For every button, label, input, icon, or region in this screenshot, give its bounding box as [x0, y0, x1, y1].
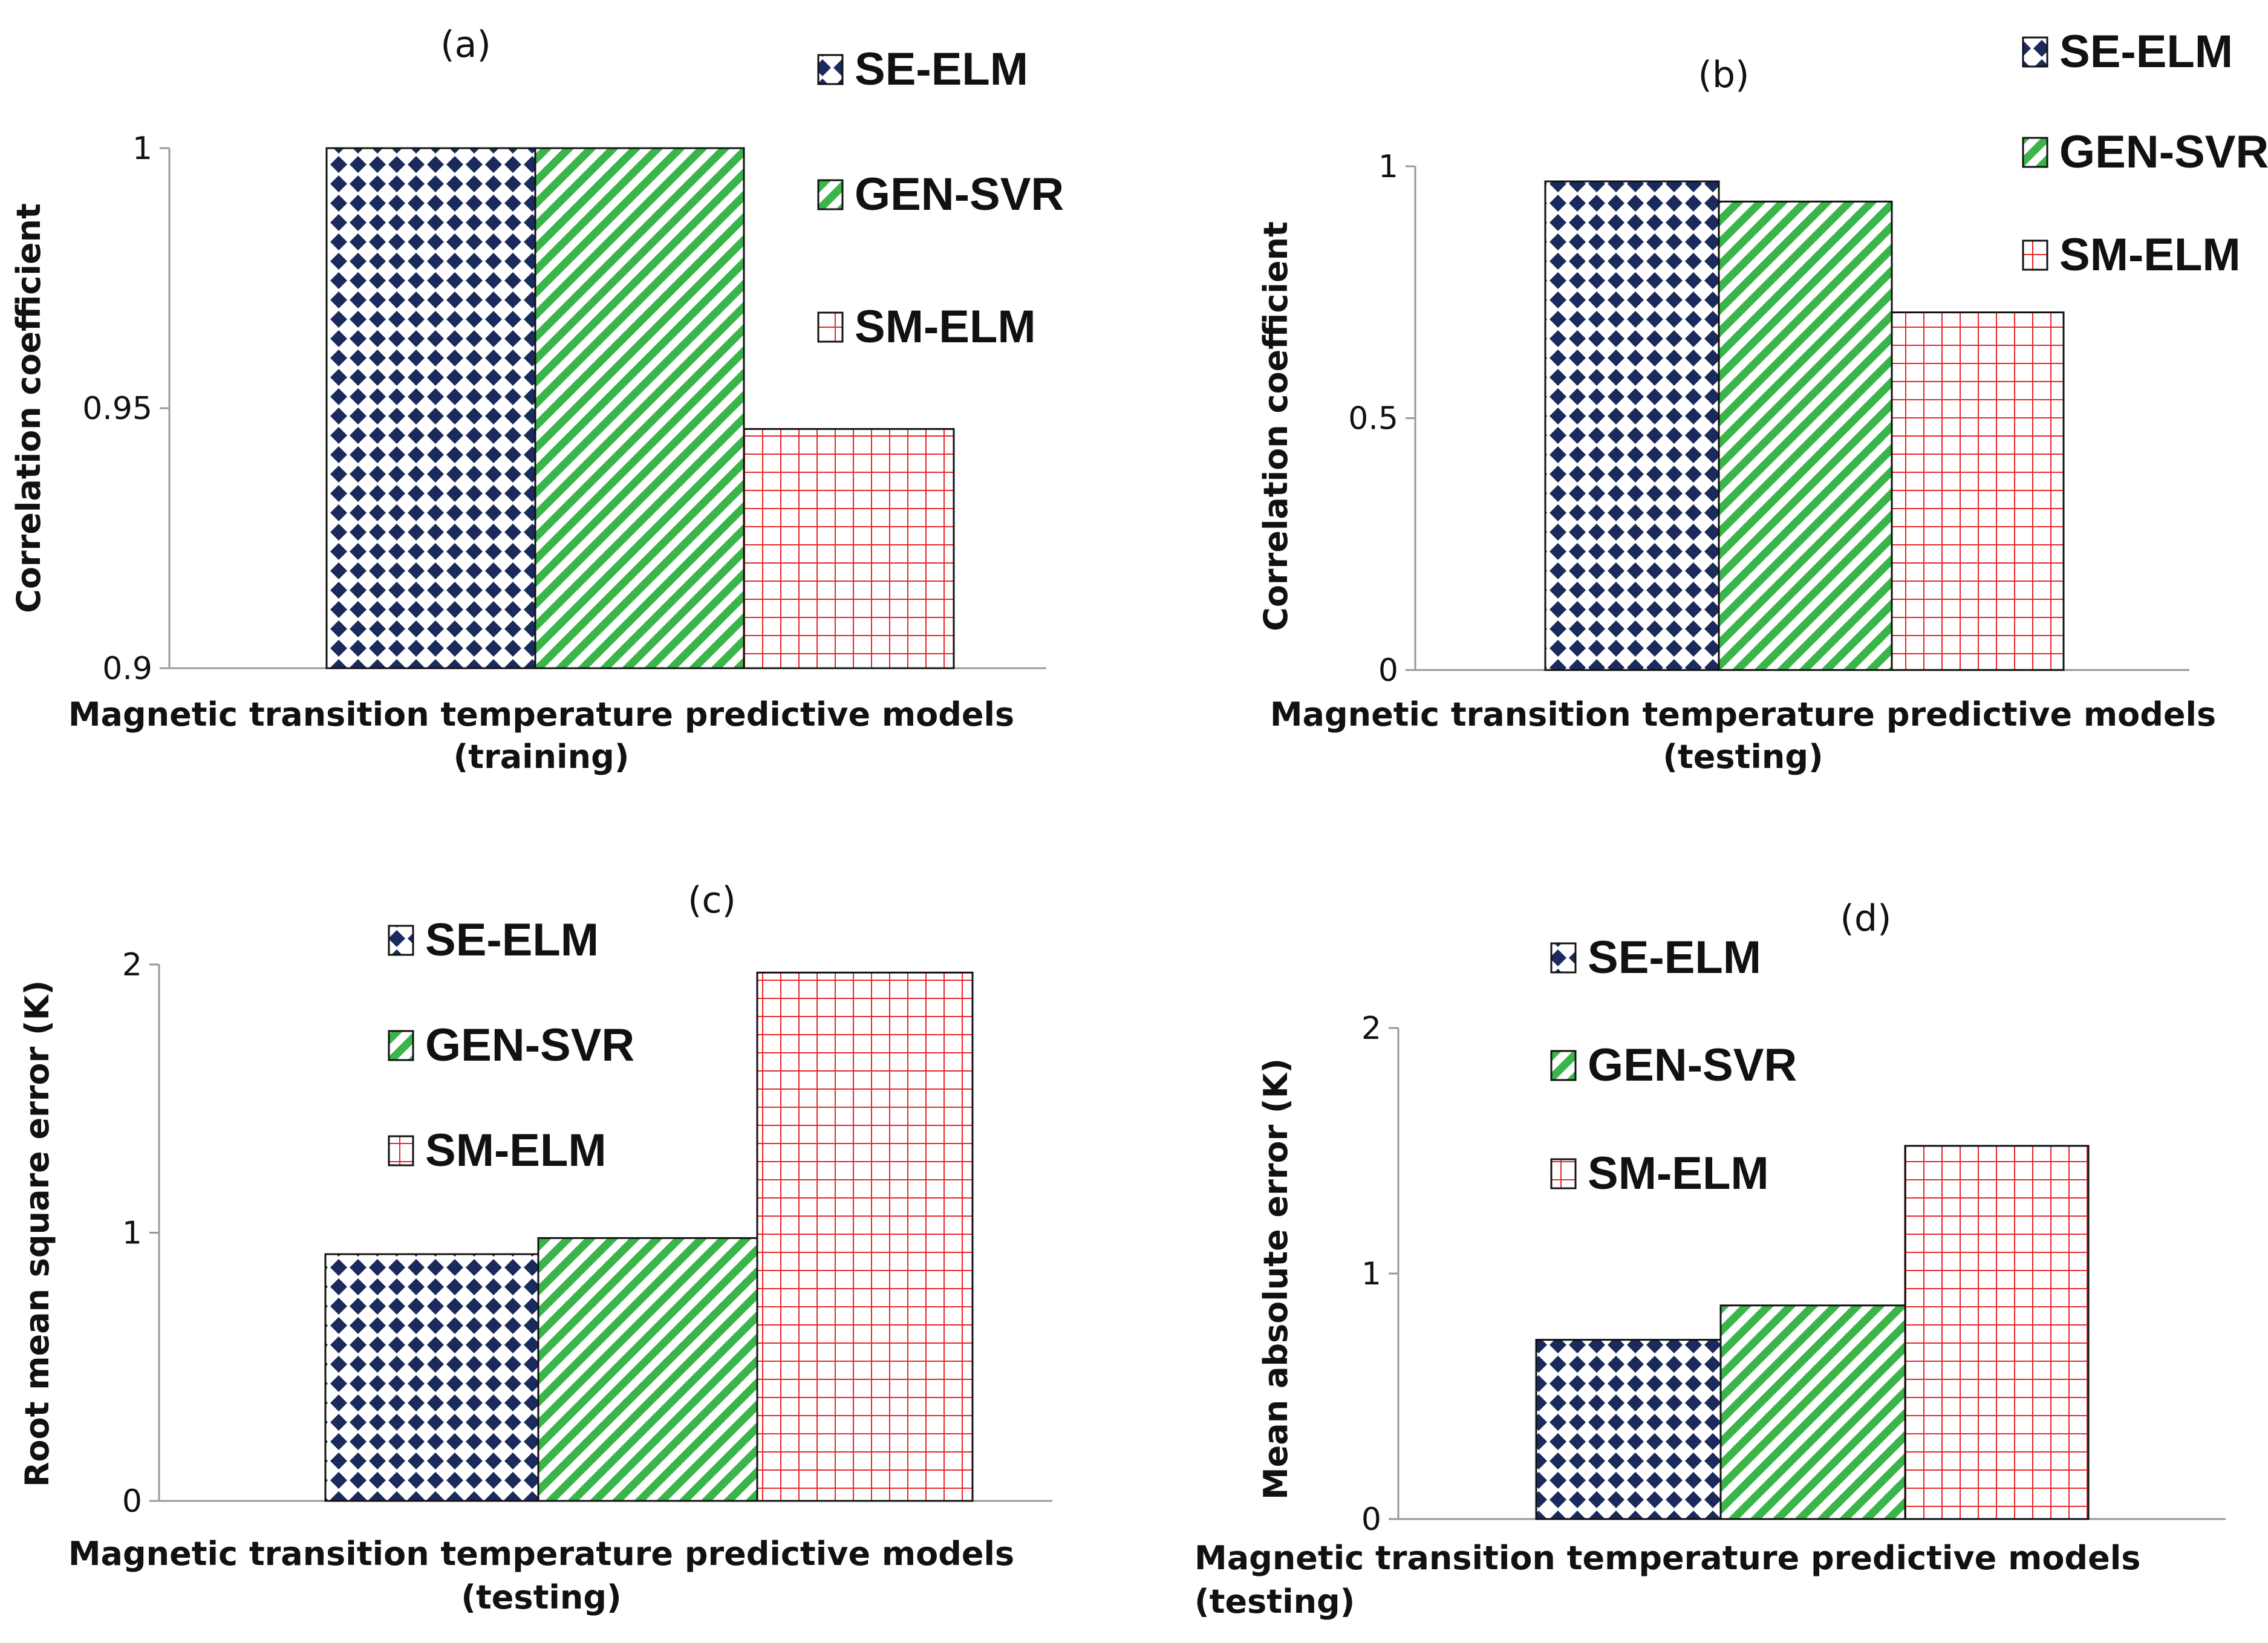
panel-b-bar-se-elm	[1544, 180, 1720, 671]
panel-b-legend: SE-ELM GEN-SVR SM-ELM	[2022, 26, 2268, 281]
panel-d-legend: SE-ELM GEN-SVR SM-ELM	[1550, 932, 1797, 1199]
panel-a-bar-se-elm	[325, 147, 536, 669]
panel-d-ytick-label-0: 0	[1361, 1501, 1381, 1538]
panel-c-legend: SE-ELM GEN-SVR SM-ELM	[388, 914, 634, 1176]
panel-c: (c) 0 1 2 Root mean square error (K) Mag…	[18, 879, 1052, 1616]
panel-b-y-ticks: 0 0.5 1	[1348, 149, 1415, 689]
panel-b-legend-sm-elm: SM-ELM	[2059, 229, 2241, 281]
panel-a-bar-gen-svr	[534, 147, 745, 669]
panel-b-legend-gen-svr: GEN-SVR	[2059, 126, 2268, 178]
panel-d-ytick-label-2: 2	[1361, 1010, 1381, 1047]
panel-b-legend-se-elm: SE-ELM	[2059, 26, 2233, 77]
panel-c-x-label-line2: (testing)	[461, 1578, 621, 1616]
panel-b-legend-swatch-gen-svr	[2022, 137, 2048, 168]
panel-a-x-label-line2: (training)	[454, 738, 630, 776]
panel-a-legend-sm-elm: SM-ELM	[855, 301, 1036, 353]
panel-a-ytick-label-0: 0.9	[102, 651, 152, 687]
panel-a-ytick-label-2: 1	[132, 131, 152, 167]
panel-a-legend-gen-svr: GEN-SVR	[855, 169, 1064, 220]
panel-b-y-label: Correlation coefficient	[1257, 221, 1295, 631]
panel-a-legend-swatch-gen-svr	[817, 179, 844, 210]
panel-d-y-ticks: 0 1 2	[1361, 1010, 1398, 1538]
panel-c-ytick-label-0: 0	[122, 1483, 142, 1520]
panel-b-plot: 0 0.5 1	[1348, 149, 2189, 689]
panel-b-legend-swatch-sm-elm	[2022, 239, 2048, 271]
panel-d-legend-swatch-se-elm	[1550, 942, 1577, 974]
panel-a-plot: 0.9 0.95 1	[82, 131, 1046, 687]
panel-d-plot: 0 1 2	[1361, 1010, 2226, 1538]
panel-a-bar-sm-elm	[743, 428, 955, 669]
panel-c-y-ticks: 0 1 2	[122, 947, 159, 1520]
panel-a-x-label-line1: Magnetic transition temperature predicti…	[68, 695, 1014, 734]
panel-d-legend-se-elm: SE-ELM	[1588, 932, 1761, 983]
panel-d-ytick-label-1: 1	[1361, 1256, 1381, 1292]
panel-c-legend-sm-elm: SM-ELM	[425, 1125, 607, 1176]
panel-d-x-label-line1: Magnetic transition temperature predicti…	[1194, 1539, 2140, 1577]
panel-c-legend-swatch-se-elm	[388, 925, 414, 956]
panel-c-legend-se-elm: SE-ELM	[425, 914, 599, 966]
panel-c-plot: 0 1 2	[122, 947, 1052, 1520]
panel-d-label: (d)	[1840, 897, 1892, 940]
panel-d-legend-swatch-sm-elm	[1550, 1158, 1577, 1189]
panel-c-legend-swatch-sm-elm	[388, 1135, 414, 1166]
panel-c-bar-gen-svr	[537, 1237, 758, 1502]
panel-b: (b) 0 0.5 1 Correlation coefficient Magn…	[1257, 26, 2268, 776]
panel-d: (d) 0 1 2 Mean absolute error (K) Magnet…	[1194, 897, 2226, 1621]
panel-d-legend-gen-svr: GEN-SVR	[1588, 1039, 1797, 1091]
panel-b-ytick-label-2: 1	[1378, 149, 1398, 185]
panel-d-legend-swatch-gen-svr	[1550, 1050, 1577, 1081]
panel-c-legend-swatch-gen-svr	[388, 1030, 414, 1061]
panel-a-legend-se-elm: SE-ELM	[855, 44, 1028, 95]
panel-d-legend-sm-elm: SM-ELM	[1588, 1148, 1769, 1199]
panel-c-bar-se-elm	[324, 1253, 539, 1502]
panel-a-label: (a)	[440, 24, 491, 66]
panel-a-legend: SE-ELM GEN-SVR SM-ELM	[817, 44, 1064, 353]
panel-b-label: (b)	[1698, 54, 1750, 96]
panel-c-y-label: Root mean square error (K)	[18, 980, 56, 1487]
panel-a-legend-swatch-se-elm	[817, 54, 844, 85]
panel-b-legend-swatch-se-elm	[2022, 36, 2048, 68]
panel-c-ytick-label-1: 1	[122, 1215, 142, 1252]
panel-a-y-ticks: 0.9 0.95 1	[82, 131, 169, 687]
panel-a-y-label: Correlation coefficient	[10, 203, 48, 613]
panel-c-x-label-line1: Magnetic transition temperature predicti…	[68, 1535, 1014, 1573]
panel-a-legend-swatch-sm-elm	[817, 311, 844, 343]
panel-d-bar-se-elm	[1535, 1339, 1722, 1520]
panel-d-y-label: Mean absolute error (K)	[1257, 1058, 1295, 1500]
panel-d-bar-gen-svr	[1719, 1304, 1906, 1520]
panel-a: (a) 0.9 0.95 1 Correlation coefficient M…	[10, 24, 1064, 776]
panel-c-label: (c)	[688, 879, 736, 922]
panel-c-ytick-label-2: 2	[122, 947, 142, 983]
panel-d-x-label-line2: (testing)	[1194, 1583, 1355, 1621]
panel-b-bar-sm-elm	[1891, 311, 2065, 671]
panel-b-ytick-label-1: 0.5	[1348, 401, 1398, 437]
panel-c-legend-gen-svr: GEN-SVR	[425, 1020, 634, 1071]
panel-b-x-label-line1: Magnetic transition temperature predicti…	[1270, 695, 2216, 734]
panel-a-ytick-label-1: 0.95	[82, 391, 152, 427]
panel-b-bar-gen-svr	[1718, 200, 1893, 671]
panel-b-ytick-label-0: 0	[1378, 652, 1398, 689]
panel-b-x-label-line2: (testing)	[1663, 738, 1823, 776]
panel-c-bar-sm-elm	[756, 971, 974, 1502]
panel-d-bar-sm-elm	[1904, 1145, 2090, 1520]
